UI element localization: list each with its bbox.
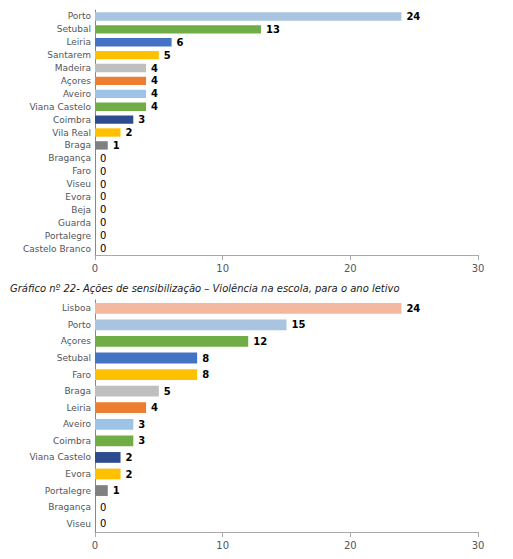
svg-text:3: 3 (138, 435, 145, 446)
svg-text:8: 8 (202, 353, 209, 364)
svg-text:4: 4 (151, 75, 158, 86)
svg-text:2: 2 (126, 127, 133, 138)
svg-text:0: 0 (92, 540, 98, 551)
svg-text:0: 0 (100, 166, 106, 177)
svg-text:Aveiro: Aveiro (63, 89, 91, 99)
svg-text:Viana Castelo: Viana Castelo (29, 102, 91, 112)
svg-text:Leiria: Leiria (66, 37, 91, 47)
svg-text:15: 15 (292, 319, 306, 330)
svg-text:Faro: Faro (72, 370, 91, 380)
svg-text:0: 0 (100, 191, 106, 202)
svg-text:Aveiro: Aveiro (63, 419, 91, 429)
svg-text:0: 0 (100, 502, 106, 513)
svg-text:Braga: Braga (64, 140, 91, 150)
svg-text:Guarda: Guarda (58, 218, 91, 228)
svg-text:0: 0 (100, 243, 106, 254)
svg-text:Porto: Porto (68, 11, 92, 21)
svg-text:30: 30 (472, 263, 485, 274)
svg-text:Castelo Branco: Castelo Branco (23, 244, 91, 254)
svg-text:0: 0 (100, 179, 106, 190)
svg-text:Leiria: Leiria (66, 403, 91, 413)
svg-text:20: 20 (344, 263, 357, 274)
svg-text:10: 10 (216, 540, 229, 551)
svg-text:Portalegre: Portalegre (45, 231, 92, 241)
svg-text:Açores: Açores (61, 76, 91, 86)
svg-text:Gráfico nº 22- Ações de sensib: Gráfico nº 22- Ações de sensibilização –… (10, 283, 400, 294)
svg-text:Açores: Açores (61, 336, 91, 346)
svg-text:2: 2 (126, 469, 133, 480)
svg-text:0: 0 (100, 204, 106, 215)
svg-text:6: 6 (177, 37, 184, 48)
svg-text:4: 4 (151, 402, 158, 413)
svg-text:Bragança: Bragança (48, 502, 91, 512)
svg-text:Viana Castelo: Viana Castelo (29, 452, 91, 462)
svg-text:24: 24 (406, 303, 420, 314)
svg-text:Evora: Evora (65, 469, 91, 479)
svg-text:1: 1 (113, 140, 120, 151)
svg-text:20: 20 (344, 540, 357, 551)
svg-text:0: 0 (92, 263, 98, 274)
svg-text:1: 1 (113, 485, 120, 496)
svg-text:Evora: Evora (65, 192, 91, 202)
svg-text:10: 10 (216, 263, 229, 274)
svg-text:Madeira: Madeira (55, 63, 91, 73)
svg-text:Setubal: Setubal (57, 353, 91, 363)
svg-text:0: 0 (100, 153, 106, 164)
svg-text:0: 0 (100, 518, 106, 529)
svg-text:3: 3 (138, 114, 145, 125)
svg-text:Vila Real: Vila Real (52, 128, 91, 138)
svg-text:0: 0 (100, 217, 106, 228)
svg-text:4: 4 (151, 63, 158, 74)
svg-text:12: 12 (253, 336, 267, 347)
svg-text:4: 4 (151, 101, 158, 112)
svg-text:5: 5 (164, 386, 171, 397)
svg-text:Faro: Faro (72, 166, 91, 176)
svg-text:Braga: Braga (64, 386, 91, 396)
svg-text:Portalegre: Portalegre (45, 486, 92, 496)
svg-text:3: 3 (138, 419, 145, 430)
svg-text:0: 0 (100, 230, 106, 241)
svg-text:24: 24 (406, 11, 420, 22)
svg-text:Beja: Beja (71, 205, 91, 215)
svg-text:Viseu: Viseu (67, 179, 91, 189)
svg-text:2: 2 (126, 452, 133, 463)
svg-text:Santarem: Santarem (47, 50, 91, 60)
svg-text:13: 13 (266, 24, 280, 35)
svg-text:Viseu: Viseu (67, 519, 91, 529)
svg-text:Lisboa: Lisboa (62, 303, 91, 313)
svg-text:8: 8 (202, 369, 209, 380)
svg-text:Porto: Porto (68, 320, 92, 330)
svg-text:Coimbra: Coimbra (53, 115, 91, 125)
svg-text:Bragança: Bragança (48, 153, 91, 163)
svg-text:5: 5 (164, 50, 171, 61)
svg-text:4: 4 (151, 88, 158, 99)
svg-text:30: 30 (472, 540, 485, 551)
svg-text:Setubal: Setubal (57, 24, 91, 34)
svg-text:Coimbra: Coimbra (53, 436, 91, 446)
